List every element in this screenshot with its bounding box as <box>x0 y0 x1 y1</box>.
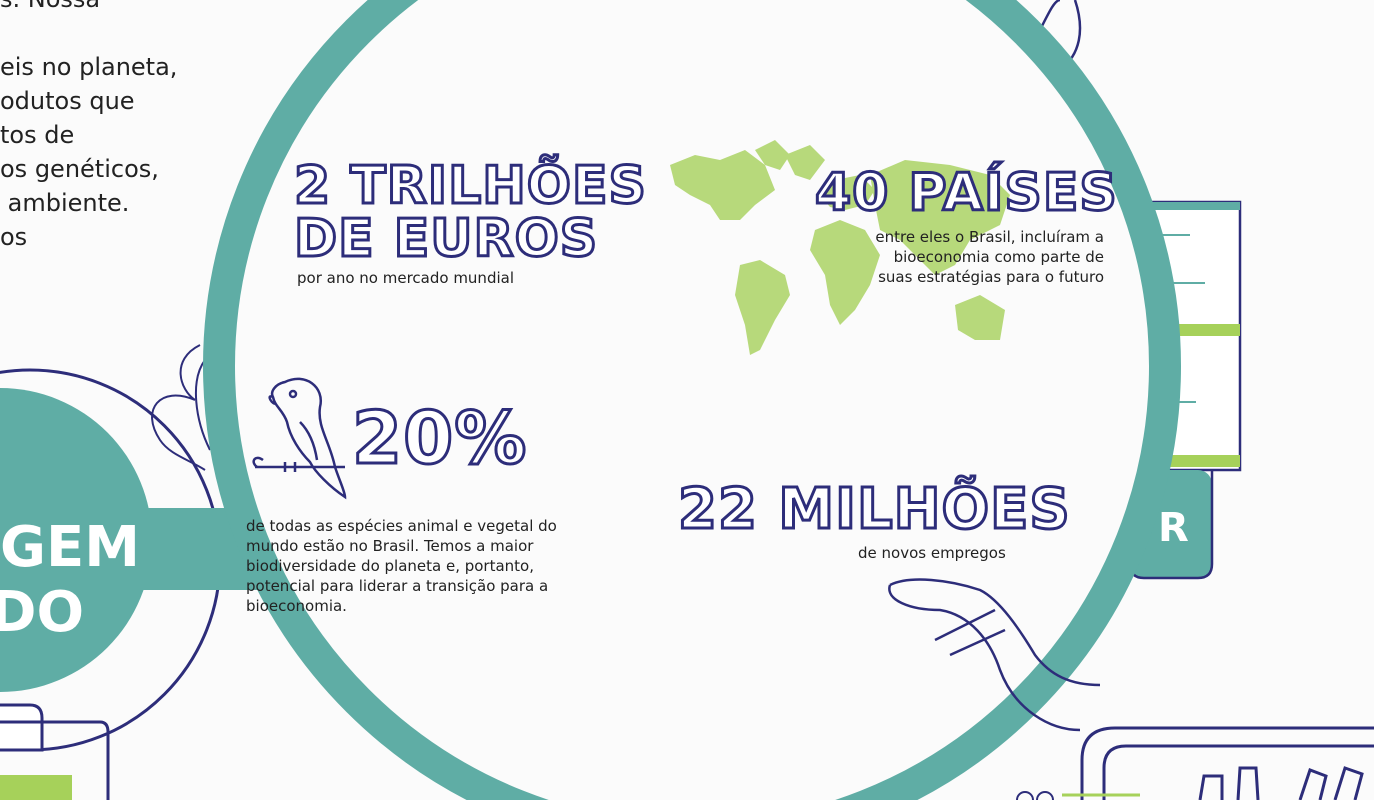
right-button-letter: R <box>1158 505 1189 551</box>
percent-value: 20% <box>350 396 528 480</box>
milhoes-caption: de novos empregos <box>858 544 1006 562</box>
percent-caption: de todas as espécies animal e vegetal do… <box>246 516 586 616</box>
badge-line-2: DO <box>0 580 85 645</box>
leaf-icon <box>151 344 211 471</box>
arm-icon <box>888 578 1101 732</box>
euros-value-line-2: DE EUROS <box>292 209 599 269</box>
paises-caption-line: entre eles o Brasil, incluíram a <box>875 228 1104 246</box>
percent-caption-line: mundo estão no Brasil. Temos a maior <box>246 537 534 555</box>
paises-caption-line: suas estratégias para o futuro <box>878 268 1104 286</box>
euros-caption: por ano no mercado mundial <box>297 269 514 287</box>
world-map-icon <box>670 140 1010 355</box>
paises-caption: entre eles o Brasil, incluíram a bioecon… <box>840 227 1104 287</box>
percent-caption-line: bioeconomia. <box>246 597 347 615</box>
percent-caption-line: potencial para liderar a transição para … <box>246 577 549 595</box>
paises-caption-line: bioeconomia como parte de <box>893 248 1104 266</box>
percent-caption-line: biodiversidade do planeta e, portanto, <box>246 557 535 575</box>
laptop-icon <box>1080 726 1374 800</box>
parrot-icon <box>252 377 347 500</box>
left-paragraph: s. Nossa eis no planeta, odutos que tos … <box>0 0 178 251</box>
paises-value: 40 PAÍSES <box>814 163 1119 223</box>
percent-caption-line: de todas as espécies animal e vegetal do <box>246 517 557 535</box>
badge-line-1: GEM <box>0 515 140 580</box>
euros-value-line-1: 2 TRILHÕES <box>293 156 648 216</box>
milhoes-value: 22 MILHÕES <box>677 477 1072 542</box>
